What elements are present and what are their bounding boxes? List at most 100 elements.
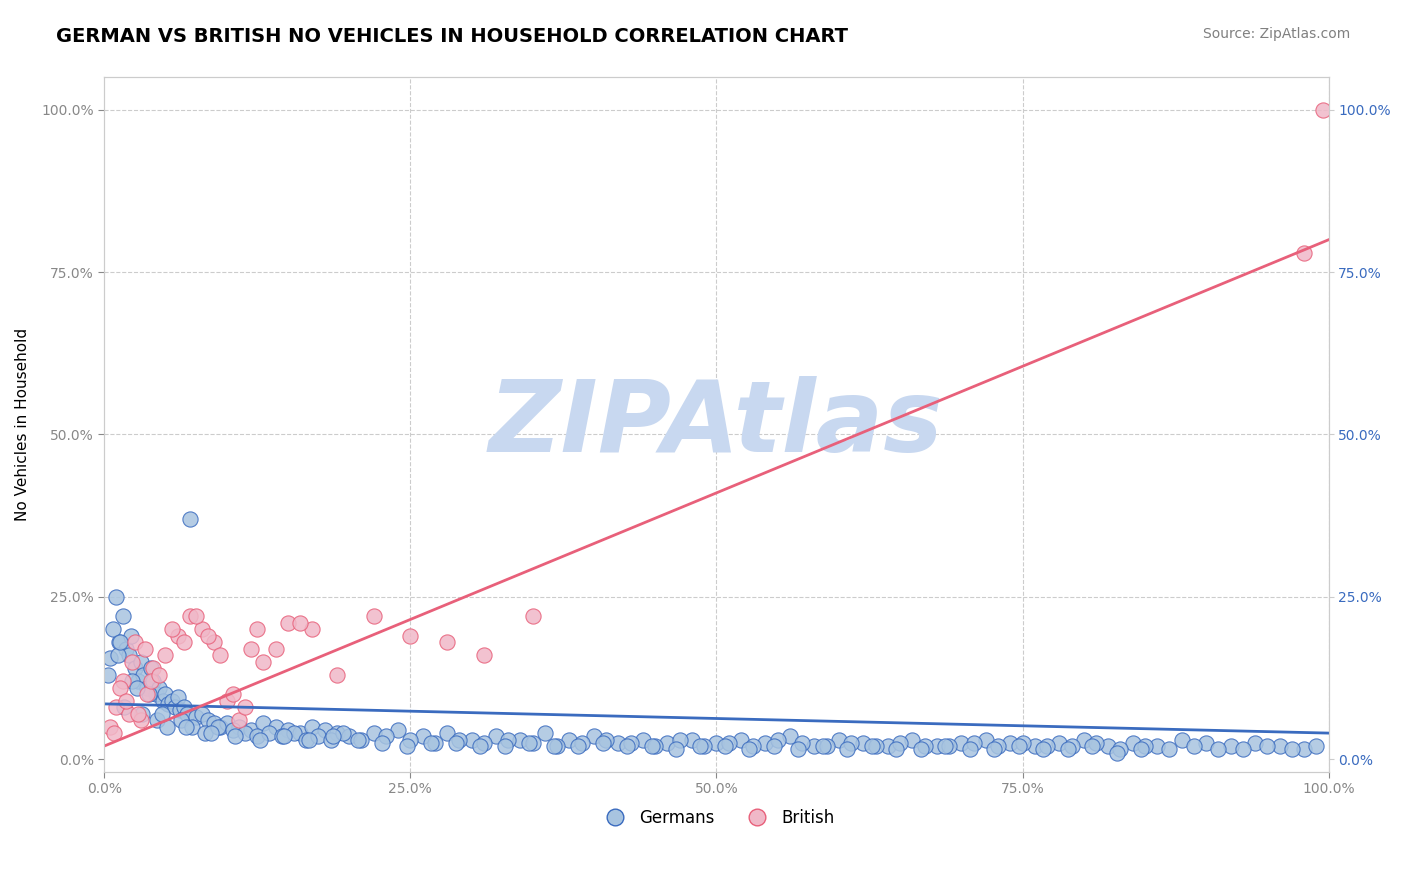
Point bbox=[472, 736, 495, 750]
Point bbox=[148, 667, 170, 681]
Point bbox=[509, 732, 531, 747]
Point bbox=[787, 742, 810, 756]
Point bbox=[124, 661, 146, 675]
Point bbox=[103, 726, 125, 740]
Point bbox=[222, 687, 245, 701]
Point bbox=[950, 736, 973, 750]
Point bbox=[449, 732, 471, 747]
Point bbox=[160, 693, 183, 707]
Point bbox=[288, 615, 311, 630]
Point bbox=[129, 713, 152, 727]
Point bbox=[714, 739, 737, 753]
Point bbox=[1159, 742, 1181, 756]
Point bbox=[571, 736, 593, 750]
Point bbox=[288, 726, 311, 740]
Point bbox=[730, 732, 752, 747]
Point bbox=[145, 687, 167, 701]
Point bbox=[155, 648, 177, 663]
Point bbox=[1085, 736, 1108, 750]
Point bbox=[132, 667, 155, 681]
Point bbox=[101, 622, 124, 636]
Point bbox=[412, 729, 434, 743]
Point bbox=[987, 739, 1010, 753]
Point bbox=[423, 736, 446, 750]
Point bbox=[706, 736, 728, 750]
Point bbox=[165, 700, 187, 714]
Point bbox=[160, 622, 183, 636]
Point bbox=[1294, 245, 1316, 260]
Text: Source: ZipAtlas.com: Source: ZipAtlas.com bbox=[1202, 27, 1350, 41]
Text: ZIPAtlas: ZIPAtlas bbox=[489, 376, 943, 474]
Point bbox=[301, 720, 323, 734]
Point bbox=[191, 622, 214, 636]
Point bbox=[1081, 739, 1104, 753]
Point bbox=[436, 726, 458, 740]
Point bbox=[233, 700, 256, 714]
Point bbox=[1000, 736, 1022, 750]
Point bbox=[215, 716, 238, 731]
Point bbox=[222, 723, 245, 737]
Point bbox=[105, 590, 128, 604]
Point bbox=[1133, 739, 1156, 753]
Point bbox=[962, 736, 984, 750]
Point bbox=[179, 609, 201, 624]
Point bbox=[860, 739, 883, 753]
Point bbox=[322, 729, 344, 743]
Point bbox=[249, 732, 271, 747]
Point bbox=[1056, 742, 1078, 756]
Point bbox=[134, 641, 156, 656]
Point bbox=[468, 739, 491, 753]
Point bbox=[1073, 732, 1095, 747]
Point bbox=[283, 726, 305, 740]
Point bbox=[779, 729, 801, 743]
Point bbox=[1195, 736, 1218, 750]
Point bbox=[152, 693, 174, 707]
Point bbox=[166, 690, 188, 705]
Point bbox=[150, 706, 173, 721]
Point bbox=[277, 723, 299, 737]
Point bbox=[811, 739, 834, 753]
Point bbox=[620, 736, 643, 750]
Point bbox=[657, 736, 679, 750]
Point bbox=[136, 687, 159, 701]
Point bbox=[983, 742, 1005, 756]
Point bbox=[184, 710, 207, 724]
Point bbox=[209, 648, 232, 663]
Point bbox=[803, 739, 825, 753]
Point bbox=[117, 648, 139, 663]
Point bbox=[399, 629, 422, 643]
Point bbox=[925, 739, 948, 753]
Point bbox=[166, 629, 188, 643]
Point bbox=[1256, 739, 1278, 753]
Point bbox=[115, 641, 138, 656]
Point bbox=[174, 720, 197, 734]
Point bbox=[98, 651, 121, 665]
Point bbox=[738, 742, 761, 756]
Point bbox=[240, 641, 263, 656]
Point bbox=[1008, 739, 1031, 753]
Point bbox=[170, 713, 193, 727]
Point bbox=[121, 674, 143, 689]
Point bbox=[127, 681, 149, 695]
Point bbox=[1244, 736, 1267, 750]
Point bbox=[567, 739, 589, 753]
Point bbox=[517, 736, 540, 750]
Point bbox=[1268, 739, 1291, 753]
Point bbox=[644, 739, 666, 753]
Point bbox=[959, 742, 981, 756]
Point bbox=[200, 726, 222, 740]
Point bbox=[184, 609, 207, 624]
Point bbox=[815, 739, 838, 753]
Point bbox=[179, 512, 201, 526]
Point bbox=[1036, 739, 1059, 753]
Point bbox=[117, 706, 139, 721]
Point bbox=[1312, 103, 1334, 117]
Point bbox=[111, 609, 134, 624]
Point bbox=[127, 674, 149, 689]
Point bbox=[717, 736, 740, 750]
Point bbox=[837, 742, 859, 756]
Point bbox=[1281, 742, 1303, 756]
Point bbox=[176, 706, 198, 721]
Point bbox=[534, 726, 557, 740]
Point bbox=[108, 681, 131, 695]
